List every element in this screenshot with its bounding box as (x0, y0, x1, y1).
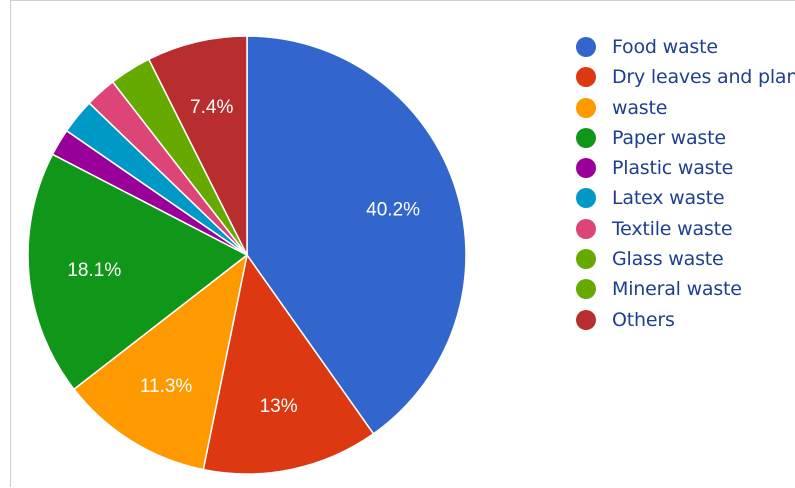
pie-slice-food-waste (246, 35, 467, 435)
legend-label: Latex waste (612, 187, 725, 210)
legend-swatch-icon (576, 127, 596, 148)
legend-label: Textile waste (612, 217, 733, 240)
slice-value-label: 11.3% (140, 376, 193, 397)
legend-swatch-icon (576, 249, 596, 270)
pie-slice-dry-leaves-and-plant (202, 253, 375, 475)
pie-slice-others (147, 35, 248, 256)
legend-label: waste (612, 96, 668, 119)
legend-swatch-icon (576, 67, 596, 88)
legend-label: Glass waste (612, 248, 724, 271)
pie-chart: 40.2% 13% 11.3% 18.1% 7.4% (27, 35, 467, 475)
slice-value-label: 40.2% (366, 200, 420, 221)
legend-label: Paper waste (612, 126, 726, 149)
pie-slice-waste (72, 253, 249, 471)
legend-swatch-icon (576, 279, 596, 300)
legend-label: Food waste (612, 36, 718, 58)
pie-slices (27, 35, 467, 475)
legend-swatch-icon (576, 37, 596, 57)
legend-label: Others (612, 308, 675, 331)
legend-swatch-icon (576, 218, 596, 239)
slice-value-label: 18.1% (67, 260, 121, 281)
chart-frame: 40.2% 13% 11.3% 18.1% 7.4% Food waste Dry lea… (10, 0, 795, 487)
legend-label: Plastic waste (612, 157, 734, 180)
pie-slice-labels: 40.2% 13% 11.3% 18.1% 7.4% (67, 97, 420, 417)
legend-swatch-icon (576, 97, 596, 118)
legend-swatch-icon (576, 188, 596, 209)
legend-label: Mineral waste (612, 278, 742, 301)
pie-slice-paper-waste (27, 153, 249, 391)
legend-swatch-icon (576, 309, 596, 330)
legend-label: Dry leaves and plant (612, 66, 795, 89)
slice-value-label: 13% (260, 396, 298, 417)
legend-swatch-icon (576, 158, 596, 179)
slice-value-label: 7.4% (190, 97, 233, 118)
